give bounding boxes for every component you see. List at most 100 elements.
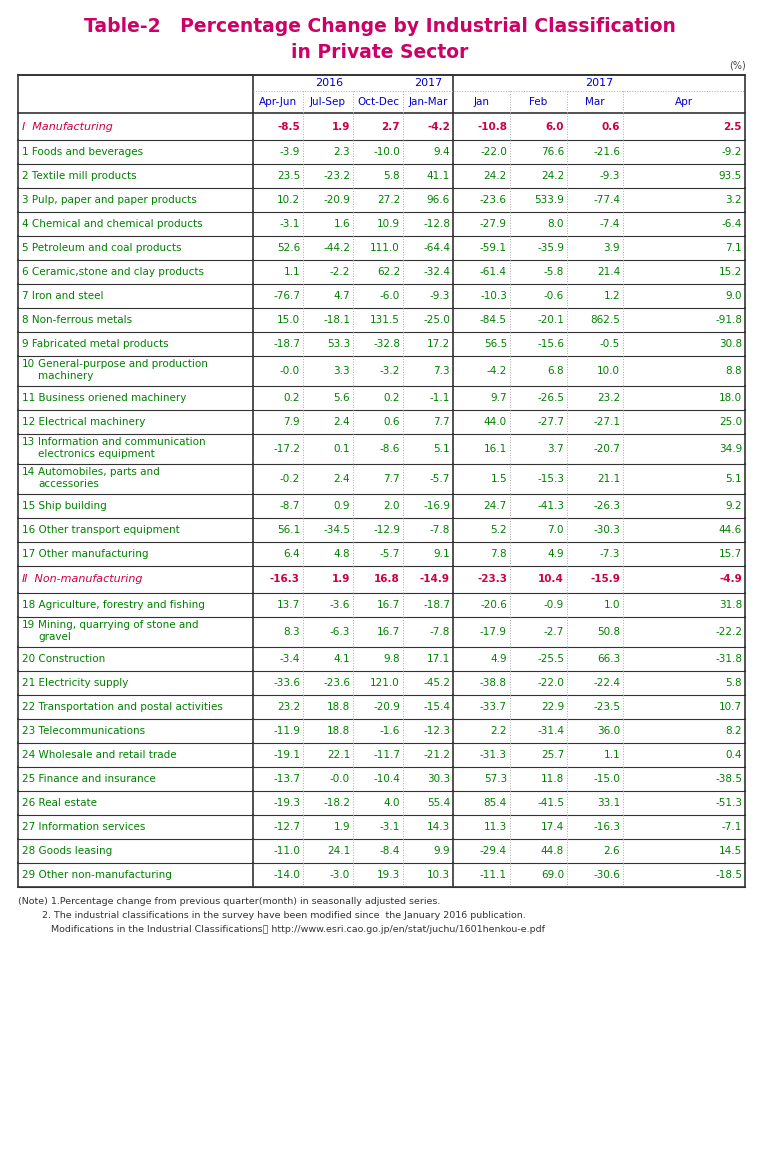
Text: 0.1: 0.1 — [334, 443, 350, 454]
Text: -6.3: -6.3 — [330, 627, 350, 636]
Text: 121.0: 121.0 — [370, 677, 400, 688]
Text: 25.0: 25.0 — [719, 417, 742, 427]
Text: 23.2: 23.2 — [277, 702, 300, 713]
Text: -33.7: -33.7 — [480, 702, 507, 713]
Text: 1.6: 1.6 — [334, 219, 350, 229]
Text: -1.6: -1.6 — [380, 727, 400, 736]
Text: 0.4: 0.4 — [726, 750, 742, 760]
Text: 96.6: 96.6 — [427, 195, 450, 205]
Text: 23.5: 23.5 — [277, 171, 300, 181]
Text: -3.1: -3.1 — [280, 219, 300, 229]
Text: -1.1: -1.1 — [429, 393, 450, 402]
Text: Jan: Jan — [473, 97, 489, 106]
Text: 10.3: 10.3 — [427, 870, 450, 880]
Text: 5.8: 5.8 — [725, 677, 742, 688]
Text: 0.6: 0.6 — [384, 417, 400, 427]
Text: 25 Finance and insurance: 25 Finance and insurance — [22, 775, 156, 784]
Text: 23.2: 23.2 — [597, 393, 620, 402]
Text: -8.5: -8.5 — [277, 122, 300, 131]
Text: Mar: Mar — [585, 97, 605, 106]
Text: -9.2: -9.2 — [722, 147, 742, 157]
Text: 12 Electrical machinery: 12 Electrical machinery — [22, 417, 145, 427]
Text: 36.0: 36.0 — [597, 727, 620, 736]
Text: 2.6: 2.6 — [603, 846, 620, 856]
Text: 93.5: 93.5 — [719, 171, 742, 181]
Text: -20.9: -20.9 — [323, 195, 350, 205]
Text: 56.5: 56.5 — [484, 339, 507, 349]
Text: -7.3: -7.3 — [600, 549, 620, 559]
Text: 4.7: 4.7 — [334, 291, 350, 301]
Text: 8.3: 8.3 — [283, 627, 300, 636]
Text: 1.0: 1.0 — [603, 600, 620, 610]
Text: -45.2: -45.2 — [423, 677, 450, 688]
Text: 25.7: 25.7 — [541, 750, 564, 760]
Text: 3.2: 3.2 — [725, 195, 742, 205]
Text: -6.0: -6.0 — [380, 291, 400, 301]
Text: 41.1: 41.1 — [427, 171, 450, 181]
Text: -10.4: -10.4 — [373, 775, 400, 784]
Text: -4.9: -4.9 — [719, 574, 742, 585]
Text: 862.5: 862.5 — [590, 315, 620, 325]
Text: 62.2: 62.2 — [377, 267, 400, 277]
Text: 3 Pulp, paper and paper products: 3 Pulp, paper and paper products — [22, 195, 197, 205]
Text: -32.8: -32.8 — [373, 339, 400, 349]
Text: 53.3: 53.3 — [327, 339, 350, 349]
Text: -76.7: -76.7 — [273, 291, 300, 301]
Text: -3.1: -3.1 — [380, 823, 400, 832]
Text: -18.7: -18.7 — [423, 600, 450, 610]
Text: -10.8: -10.8 — [477, 122, 507, 131]
Text: 24 Wholesale and retail trade: 24 Wholesale and retail trade — [22, 750, 176, 760]
Text: -23.3: -23.3 — [477, 574, 507, 585]
Text: -23.2: -23.2 — [323, 171, 350, 181]
Text: 10.4: 10.4 — [538, 574, 564, 585]
Text: -27.9: -27.9 — [480, 219, 507, 229]
Text: 131.5: 131.5 — [370, 315, 400, 325]
Text: -0.6: -0.6 — [543, 291, 564, 301]
Text: -18.7: -18.7 — [273, 339, 300, 349]
Text: 8.0: 8.0 — [547, 219, 564, 229]
Text: 17.4: 17.4 — [541, 823, 564, 832]
Text: Mining, quarrying of stone and: Mining, quarrying of stone and — [38, 620, 198, 631]
Text: -20.9: -20.9 — [373, 702, 400, 713]
Text: 5.2: 5.2 — [490, 525, 507, 535]
Bar — [18, 75, 745, 113]
Text: -18.5: -18.5 — [715, 870, 742, 880]
Text: -77.4: -77.4 — [593, 195, 620, 205]
Text: -3.2: -3.2 — [380, 366, 400, 376]
Text: 19.3: 19.3 — [377, 870, 400, 880]
Text: -21.6: -21.6 — [593, 147, 620, 157]
Text: 22.9: 22.9 — [541, 702, 564, 713]
Text: 52.6: 52.6 — [277, 243, 300, 253]
Text: 4 Chemical and chemical products: 4 Chemical and chemical products — [22, 219, 203, 229]
Text: 6.4: 6.4 — [283, 549, 300, 559]
Text: -61.4: -61.4 — [480, 267, 507, 277]
Text: 28 Goods leasing: 28 Goods leasing — [22, 846, 112, 856]
Text: gravel: gravel — [38, 633, 71, 642]
Text: 8.8: 8.8 — [725, 366, 742, 376]
Text: 7 Iron and steel: 7 Iron and steel — [22, 291, 103, 301]
Text: 5.6: 5.6 — [334, 393, 350, 402]
Text: 5 Petroleum and coal products: 5 Petroleum and coal products — [22, 243, 182, 253]
Text: -0.2: -0.2 — [280, 474, 300, 484]
Text: -22.0: -22.0 — [480, 147, 507, 157]
Text: -7.8: -7.8 — [429, 525, 450, 535]
Text: Ⅰ  Manufacturing: Ⅰ Manufacturing — [22, 122, 113, 131]
Text: -12.9: -12.9 — [373, 525, 400, 535]
Text: -0.9: -0.9 — [543, 600, 564, 610]
Text: 15 Ship building: 15 Ship building — [22, 501, 106, 511]
Text: -64.4: -64.4 — [423, 243, 450, 253]
Text: 1.9: 1.9 — [331, 574, 350, 585]
Text: 21.1: 21.1 — [597, 474, 620, 484]
Text: 16.7: 16.7 — [377, 627, 400, 636]
Text: 24.1: 24.1 — [327, 846, 350, 856]
Text: -51.3: -51.3 — [715, 798, 742, 808]
Text: 7.3: 7.3 — [433, 366, 450, 376]
Text: 9.1: 9.1 — [433, 549, 450, 559]
Text: 50.8: 50.8 — [597, 627, 620, 636]
Text: -29.4: -29.4 — [480, 846, 507, 856]
Text: 6 Ceramic,stone and clay products: 6 Ceramic,stone and clay products — [22, 267, 204, 277]
Text: 85.4: 85.4 — [484, 798, 507, 808]
Text: 5.1: 5.1 — [725, 474, 742, 484]
Text: 1 Foods and beverages: 1 Foods and beverages — [22, 147, 143, 157]
Text: 111.0: 111.0 — [370, 243, 400, 253]
